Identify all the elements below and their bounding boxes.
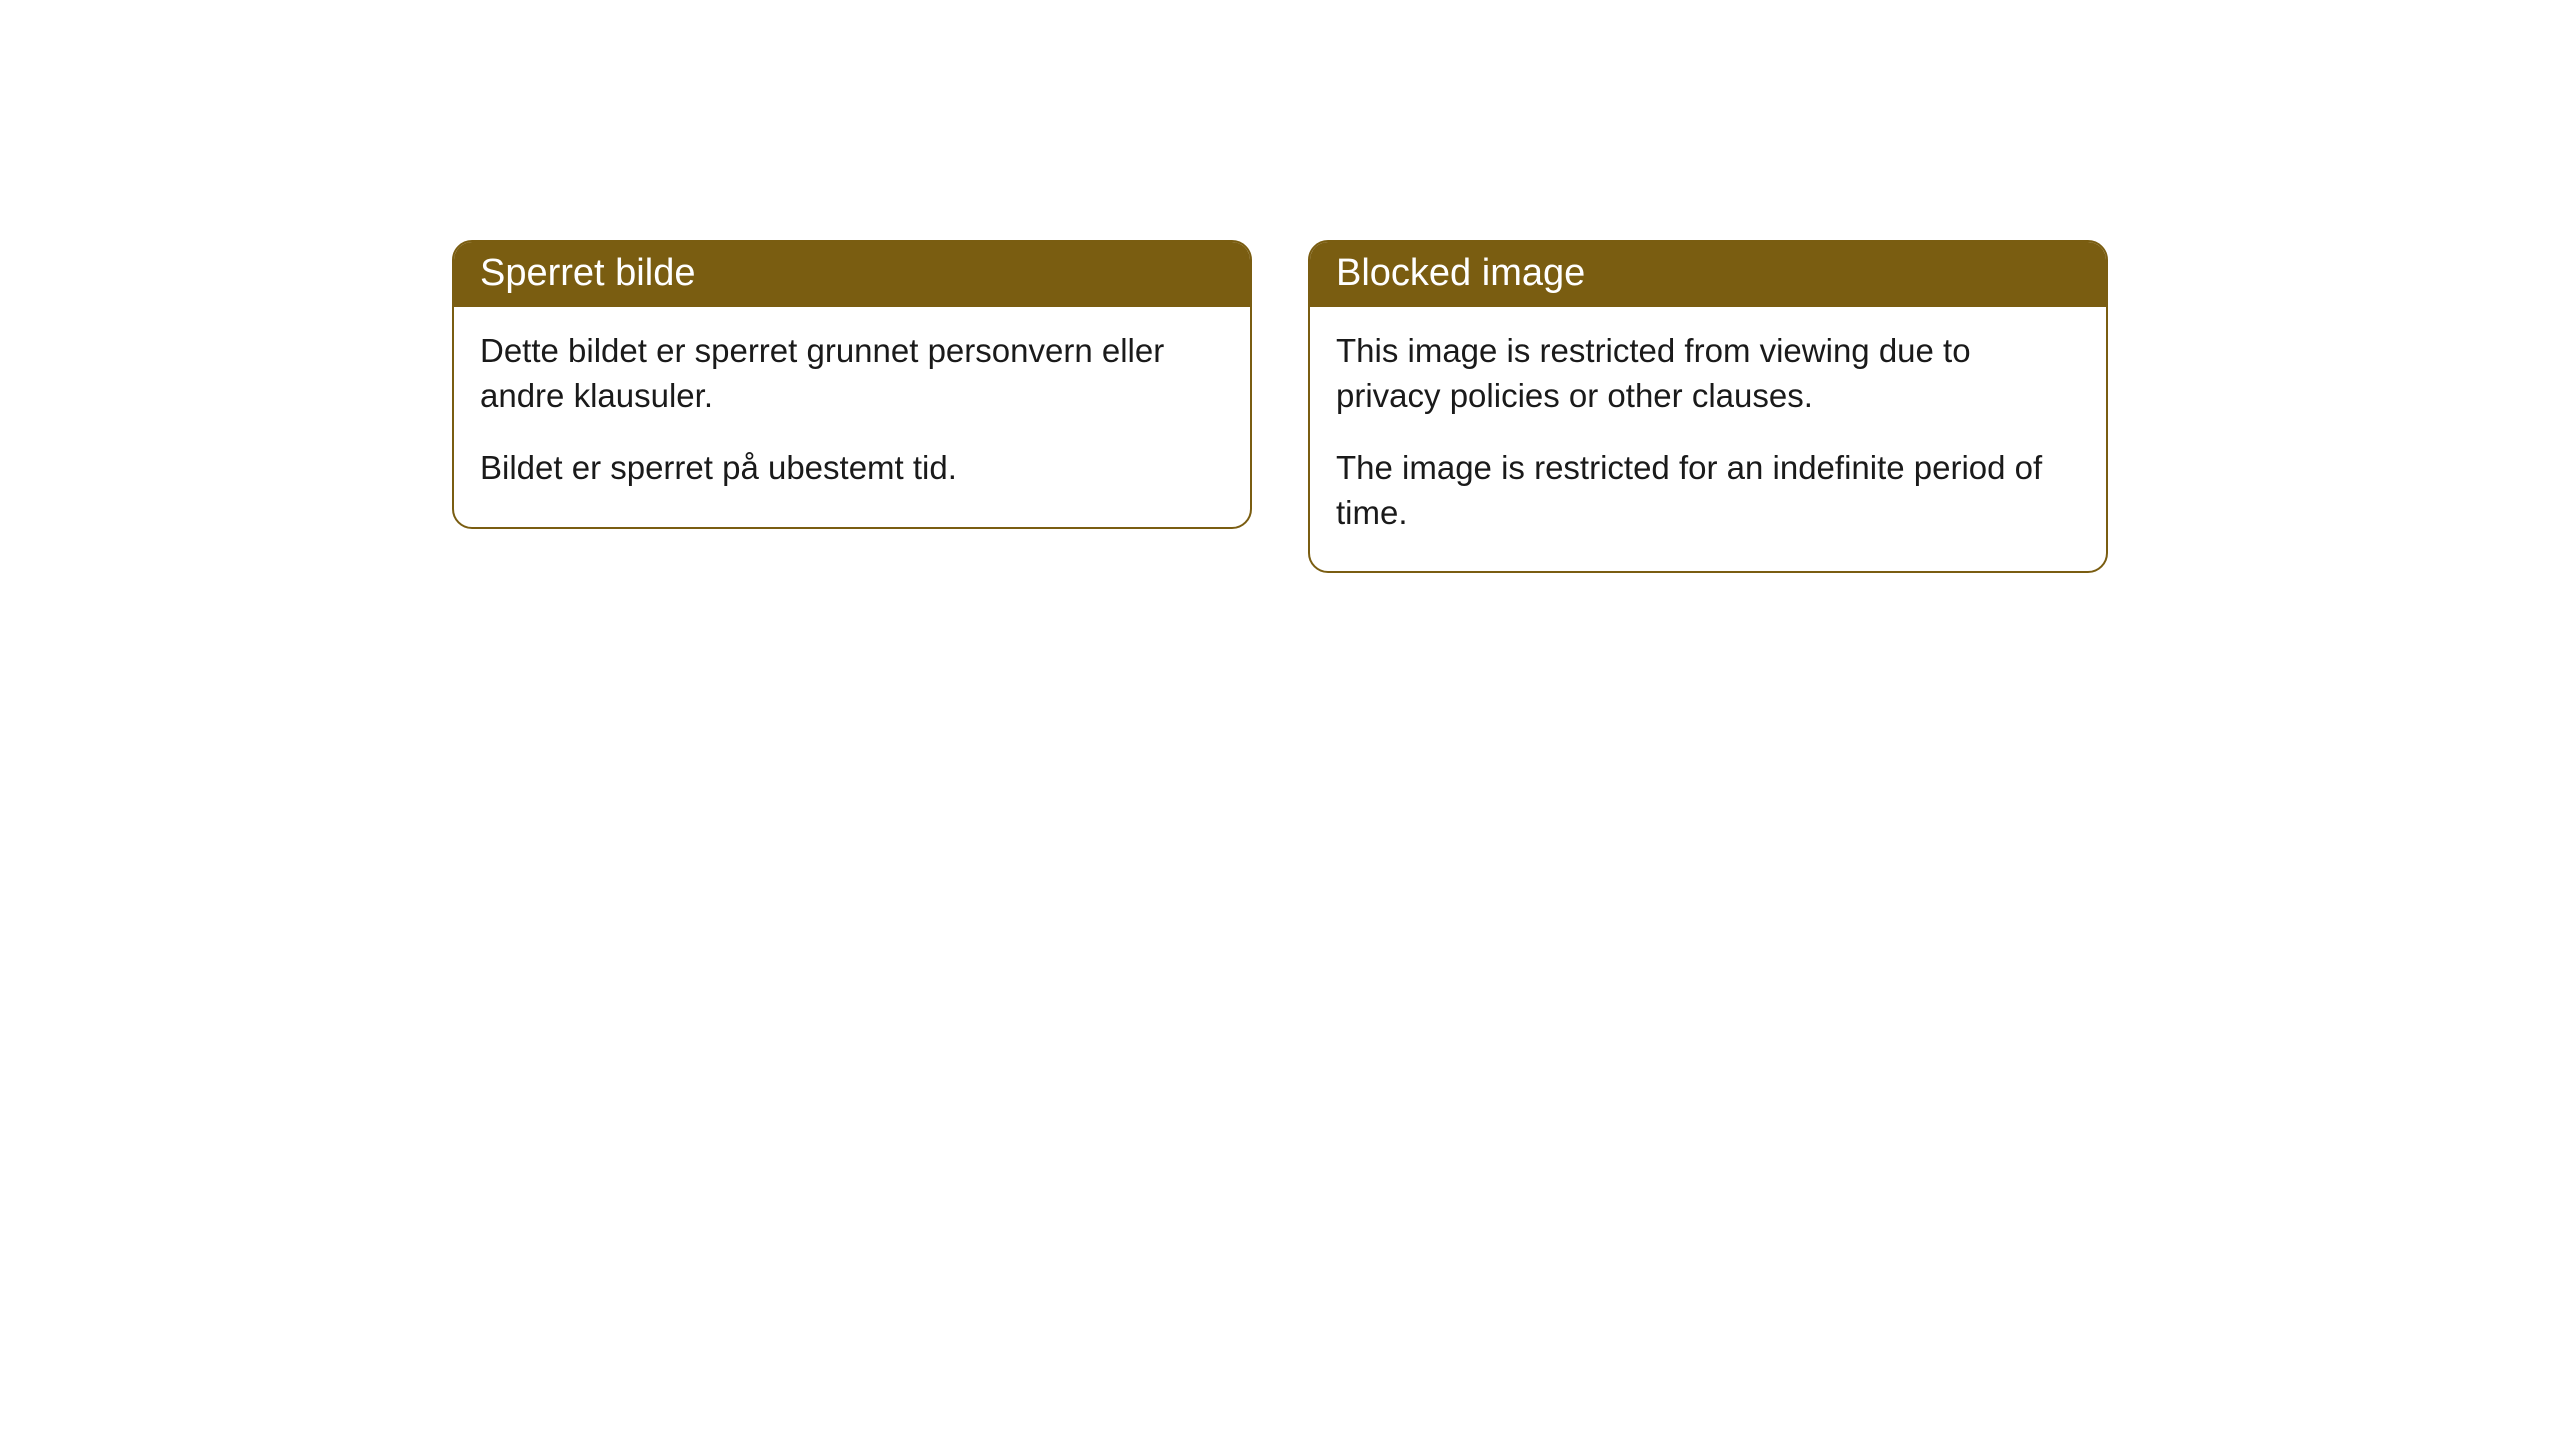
blocked-image-card-no: Sperret bilde Dette bildet er sperret gr…: [452, 240, 1252, 529]
card-body: This image is restricted from viewing du…: [1310, 307, 2106, 571]
card-paragraph: The image is restricted for an indefinit…: [1336, 446, 2080, 535]
blocked-image-card-en: Blocked image This image is restricted f…: [1308, 240, 2108, 573]
card-body: Dette bildet er sperret grunnet personve…: [454, 307, 1250, 527]
card-header: Sperret bilde: [454, 242, 1250, 307]
card-paragraph: Bildet er sperret på ubestemt tid.: [480, 446, 1224, 491]
card-header: Blocked image: [1310, 242, 2106, 307]
card-paragraph: Dette bildet er sperret grunnet personve…: [480, 329, 1224, 418]
card-paragraph: This image is restricted from viewing du…: [1336, 329, 2080, 418]
